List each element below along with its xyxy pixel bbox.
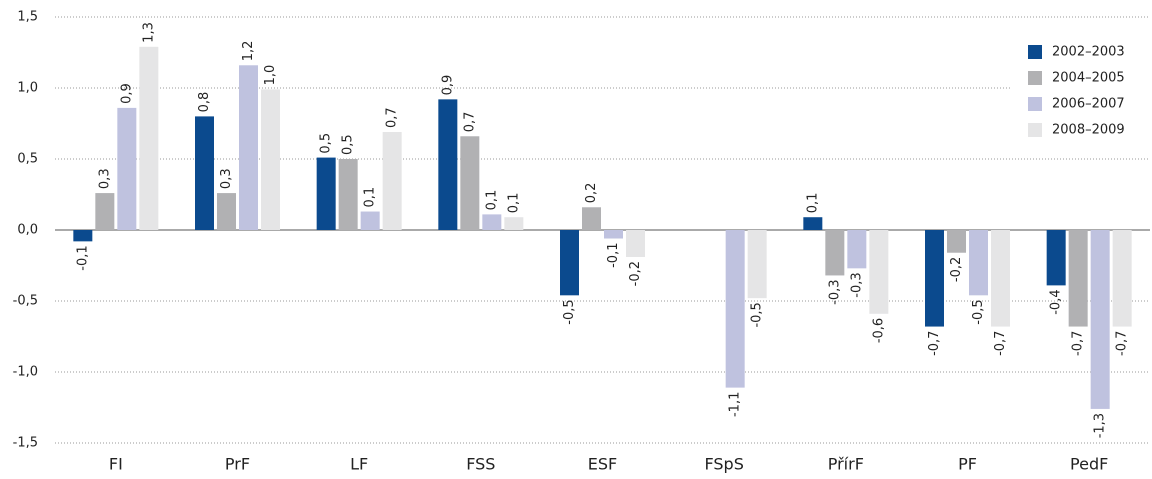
x-tick-label: PedF (1070, 455, 1108, 474)
data-label: 0,1 (506, 193, 521, 214)
bar (1068, 230, 1088, 327)
y-tick-label: -1,0 (13, 365, 38, 380)
bar (725, 230, 745, 388)
data-label: -0,4 (1049, 289, 1064, 314)
x-tick-label: FSS (466, 455, 495, 474)
legend-swatch (1028, 123, 1042, 137)
data-label: -0,5 (971, 299, 986, 324)
data-label: -0,3 (849, 272, 864, 297)
data-label: 0,2 (584, 183, 599, 204)
bar (991, 230, 1010, 327)
data-label: 0,3 (219, 168, 234, 189)
x-tick-label: LF (350, 455, 368, 474)
bar (847, 230, 867, 269)
bar (217, 193, 236, 230)
bar (438, 99, 458, 230)
data-label: 0,5 (319, 133, 334, 154)
bar (1046, 230, 1066, 286)
bar (482, 214, 502, 230)
bar (504, 217, 524, 230)
bar (239, 65, 258, 230)
data-label: 1,0 (263, 65, 278, 86)
bar (195, 116, 214, 230)
legend-swatch (1028, 71, 1042, 85)
data-label: 0,9 (440, 75, 455, 96)
legend-swatch (1028, 45, 1042, 59)
bar (73, 230, 93, 242)
bar (316, 157, 336, 230)
x-tick-label: FSpS (704, 455, 743, 474)
data-label: -0,2 (949, 257, 964, 282)
bar (1112, 230, 1132, 327)
legend-label: 2008–2009 (1052, 123, 1125, 138)
y-tick-label: 0,0 (17, 223, 38, 238)
data-label: 0,8 (197, 92, 212, 113)
legend: 2002–2003 2004–2005 2006–2007 2008–2009 (1010, 36, 1152, 146)
legend-label: 2006–2007 (1052, 97, 1125, 112)
data-label: -0,5 (562, 299, 577, 324)
legend-swatch (1028, 97, 1042, 111)
data-label: -0,6 (871, 318, 886, 343)
data-label: -0,3 (827, 279, 842, 304)
data-label: -0,5 (750, 302, 765, 327)
bar (747, 230, 767, 299)
bar (582, 207, 601, 230)
data-label: -0,7 (927, 331, 942, 356)
bar (261, 89, 280, 230)
legend-label: 2002–2003 (1052, 45, 1125, 60)
y-tick-label: -0,5 (13, 294, 38, 309)
bar (382, 132, 402, 230)
data-label: -0,7 (1071, 331, 1086, 356)
data-label: 0,7 (462, 112, 477, 133)
y-tick-label: 0,5 (17, 152, 38, 167)
y-tick-label: 1,5 (17, 10, 38, 25)
data-label: 0,1 (484, 190, 499, 211)
x-tick-label: PřírF (828, 455, 864, 474)
y-tick-label: 1,0 (17, 81, 38, 96)
bar (1090, 230, 1110, 409)
data-label: 1,2 (241, 41, 256, 62)
x-tick-label: PF (958, 455, 977, 474)
bar (969, 230, 988, 296)
bar (139, 46, 159, 230)
bar (360, 211, 380, 230)
bar (947, 230, 966, 253)
data-label: 0,1 (363, 187, 378, 208)
data-label: -0,1 (606, 243, 621, 268)
bar (869, 230, 889, 314)
data-label: -0,7 (993, 331, 1008, 356)
bar (925, 230, 944, 327)
data-label: 0,7 (385, 107, 400, 128)
data-label: -1,1 (728, 392, 743, 417)
bar (338, 159, 358, 230)
data-label: 0,3 (97, 168, 112, 189)
x-tick-label: ESF (588, 455, 617, 474)
bar (825, 230, 845, 276)
data-label: 1,3 (141, 22, 156, 43)
bar (460, 136, 480, 230)
data-label: -0,2 (628, 261, 643, 286)
bar (95, 193, 115, 230)
data-label: -0,7 (1115, 331, 1130, 356)
data-label: 0,9 (119, 83, 134, 104)
bar (117, 107, 137, 230)
bar (803, 217, 823, 230)
x-tick-label: PrF (225, 455, 250, 474)
bar (626, 230, 645, 257)
bar (560, 230, 579, 296)
x-tick-label: FI (109, 455, 123, 474)
legend-label: 2004–2005 (1052, 71, 1125, 86)
data-label: 0,5 (341, 134, 356, 155)
y-tick-label: -1,5 (13, 436, 38, 451)
data-label: 0,1 (805, 193, 820, 214)
data-label: -0,1 (75, 245, 90, 270)
data-label: -1,3 (1093, 413, 1108, 438)
bar (604, 230, 623, 239)
